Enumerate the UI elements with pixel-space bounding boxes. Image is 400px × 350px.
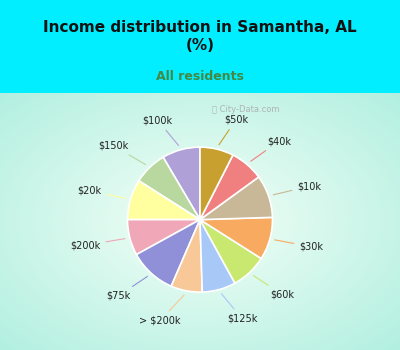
- Text: $30k: $30k: [275, 240, 323, 252]
- Wedge shape: [163, 147, 200, 220]
- Text: $40k: $40k: [251, 136, 291, 161]
- Wedge shape: [200, 220, 235, 292]
- Text: All residents: All residents: [156, 70, 244, 83]
- Wedge shape: [200, 177, 272, 220]
- Text: $10k: $10k: [273, 181, 321, 195]
- Wedge shape: [128, 220, 200, 254]
- Text: ⓘ City-Data.com: ⓘ City-Data.com: [212, 105, 280, 114]
- Wedge shape: [171, 220, 202, 292]
- Wedge shape: [200, 155, 259, 220]
- Text: $50k: $50k: [219, 114, 248, 145]
- Text: $75k: $75k: [106, 276, 148, 301]
- Wedge shape: [200, 217, 272, 258]
- Text: $200k: $200k: [70, 239, 125, 250]
- Text: $150k: $150k: [98, 141, 146, 164]
- Text: Income distribution in Samantha, AL
(%): Income distribution in Samantha, AL (%): [43, 20, 357, 53]
- Text: $20k: $20k: [77, 186, 126, 198]
- Wedge shape: [128, 181, 200, 220]
- Wedge shape: [136, 220, 200, 286]
- Text: $125k: $125k: [222, 294, 258, 324]
- Wedge shape: [200, 147, 233, 220]
- Text: $100k: $100k: [143, 115, 178, 146]
- Text: > $200k: > $200k: [139, 295, 184, 326]
- Wedge shape: [200, 220, 261, 283]
- Text: $60k: $60k: [254, 275, 294, 300]
- Wedge shape: [139, 157, 200, 220]
